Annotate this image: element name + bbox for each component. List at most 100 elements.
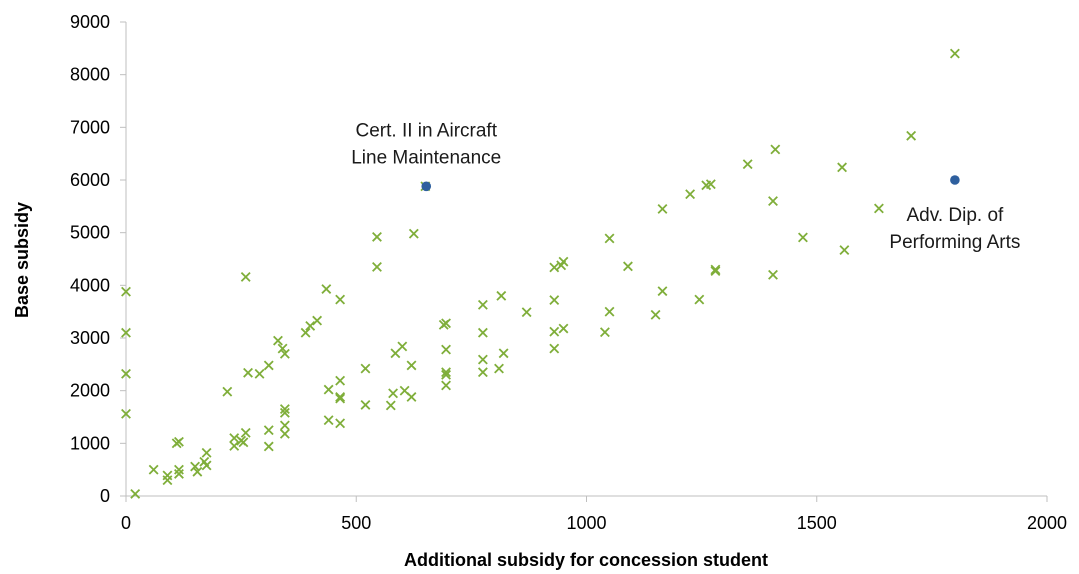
x-marker-point xyxy=(558,323,569,334)
x-marker-point xyxy=(335,418,346,429)
x-marker-stroke xyxy=(498,348,509,359)
x-marker-stroke xyxy=(549,262,560,273)
x-marker-point xyxy=(174,464,184,475)
highlight-point xyxy=(421,181,432,192)
x-marker-stroke xyxy=(229,441,240,451)
x-marker-point xyxy=(441,380,451,391)
y-axis-title: Base subsidy xyxy=(12,202,32,318)
x-marker-point xyxy=(742,159,753,170)
x-marker-stroke xyxy=(599,327,610,338)
y-tick-label: 0 xyxy=(100,486,110,506)
x-marker-point xyxy=(406,360,417,371)
x-marker-stroke xyxy=(240,427,251,438)
x-marker-stroke xyxy=(558,323,569,334)
x-marker-point xyxy=(408,228,419,239)
x-marker-point xyxy=(335,392,346,402)
x-marker-point xyxy=(549,262,560,273)
x-marker-point xyxy=(604,306,615,317)
x-marker-stroke xyxy=(406,392,417,402)
x-marker-stroke xyxy=(494,363,504,374)
x-marker-stroke xyxy=(477,327,488,338)
x-marker-point xyxy=(710,264,721,275)
x-marker-stroke xyxy=(768,269,778,280)
y-tick-label: 8000 xyxy=(70,65,110,85)
x-marker-point xyxy=(335,375,346,386)
x-marker-stroke xyxy=(949,48,960,59)
x-marker-stroke xyxy=(174,468,184,479)
x-marker-point xyxy=(222,386,233,397)
y-tick-label: 5000 xyxy=(70,223,110,243)
x-marker-point xyxy=(192,466,203,477)
highlight-point xyxy=(950,175,960,185)
x-marker-stroke xyxy=(162,475,173,486)
x-marker-point xyxy=(549,326,560,337)
x-marker-point xyxy=(323,415,334,426)
x-marker-point xyxy=(201,460,212,471)
x-marker-stroke xyxy=(496,290,507,301)
x-marker-stroke xyxy=(121,327,131,338)
x-marker-stroke xyxy=(441,380,451,391)
x-marker-stroke xyxy=(279,407,290,418)
x-marker-point xyxy=(599,327,610,338)
x-marker-stroke xyxy=(335,294,346,305)
x-marker-point xyxy=(623,261,633,272)
x-tick-label: 1000 xyxy=(566,513,606,533)
x-marker-point xyxy=(277,343,288,354)
x-marker-stroke xyxy=(335,393,346,404)
x-marker-stroke xyxy=(477,354,488,365)
x-marker-stroke xyxy=(710,264,721,275)
x-marker-point xyxy=(694,294,705,305)
x-marker-point xyxy=(229,433,240,444)
x-marker-stroke xyxy=(254,368,265,379)
x-marker-stroke xyxy=(263,441,274,452)
x-marker-stroke xyxy=(441,369,451,380)
annotation-label: Line Maintenance xyxy=(351,147,501,168)
x-marker-stroke xyxy=(279,404,290,415)
x-marker-stroke xyxy=(335,392,346,402)
x-marker-point xyxy=(549,343,560,354)
x-axis-title: Additional subsidy for concession studen… xyxy=(404,550,768,570)
x-marker-point xyxy=(549,295,560,306)
x-marker-stroke xyxy=(406,360,417,371)
x-marker-stroke xyxy=(190,461,201,472)
x-marker-point xyxy=(388,388,399,399)
axes xyxy=(120,21,1048,502)
x-marker-stroke xyxy=(549,343,560,354)
x-marker-point xyxy=(657,286,668,297)
x-marker-point xyxy=(441,369,451,380)
x-marker-point xyxy=(312,315,323,326)
x-marker-stroke xyxy=(558,256,569,267)
x-marker-point xyxy=(263,360,274,371)
x-marker-point xyxy=(657,204,668,214)
x-marker-point xyxy=(263,425,274,436)
annotation-label: Performing Arts xyxy=(889,232,1020,253)
x-marker-point xyxy=(477,354,488,365)
x-marker-point xyxy=(477,299,488,310)
x-marker-point xyxy=(121,286,131,297)
y-tick-label: 1000 xyxy=(70,433,110,453)
x-marker-stroke xyxy=(279,348,290,359)
x-marker-stroke xyxy=(121,286,131,297)
x-marker-point xyxy=(229,441,240,451)
x-marker-stroke xyxy=(238,437,249,448)
x-marker-point xyxy=(768,196,778,207)
x-marker-stroke xyxy=(408,228,419,239)
x-marker-point xyxy=(839,245,850,255)
x-marker-point xyxy=(604,233,615,244)
x-marker-stroke xyxy=(121,408,131,419)
x-marker-point xyxy=(238,437,249,448)
x-marker-point xyxy=(323,384,334,395)
x-marker-stroke xyxy=(521,307,532,318)
x-marker-stroke xyxy=(768,196,778,207)
data-points xyxy=(121,48,960,499)
y-tick-label: 3000 xyxy=(70,328,110,348)
x-tick-labels: 0 500 1000 1500 2000 xyxy=(121,513,1067,533)
x-marker-stroke xyxy=(130,488,141,499)
x-marker-point xyxy=(441,318,451,329)
x-marker-point xyxy=(441,367,451,378)
x-marker-point xyxy=(837,162,848,173)
x-marker-stroke xyxy=(279,428,290,439)
x-marker-stroke xyxy=(335,375,346,386)
x-marker-stroke xyxy=(441,367,451,378)
x-marker-point xyxy=(273,335,283,346)
